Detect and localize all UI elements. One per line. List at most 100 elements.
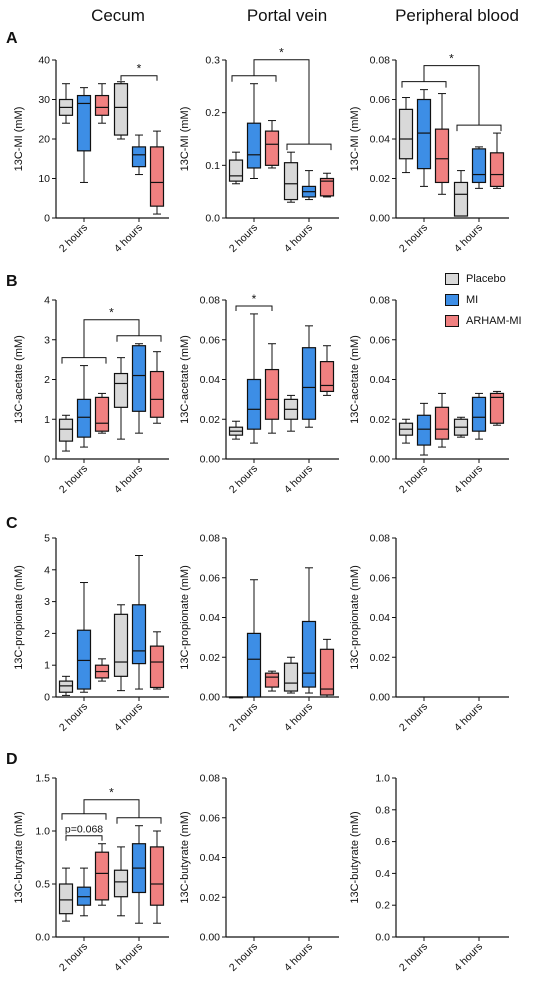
row-label-a: A (6, 30, 18, 47)
arham-mi-box-2h (94, 396, 110, 432)
y-tick-label: 2 (44, 374, 50, 386)
y-tick-label: 0.00 (200, 932, 221, 944)
x-tick-label: 4 hours (452, 701, 485, 734)
y-tick-label: 0.06 (370, 334, 391, 346)
y-tick-label: 0.02 (370, 652, 391, 664)
mi-box-2h (416, 414, 432, 446)
y-axis-label: 13C-butyrate (mM) (13, 811, 25, 903)
y-axis-label: 13C-MI (mM) (179, 107, 191, 172)
mi-box-2h (246, 122, 262, 169)
x-tick-label: 2 hours (57, 941, 90, 974)
arham-mi-box-4h (319, 177, 335, 197)
placebo-box-2h (58, 418, 74, 442)
panel-d-2: 0.0 0.2 0.4 0.6 0.8 1.0 13C-butyrate (mM) 2 hou… (349, 773, 509, 974)
y-tick-label: 0.00 (200, 454, 221, 466)
y-tick-label: 0.00 (200, 692, 221, 704)
y-tick-label: 0.06 (200, 334, 221, 346)
y-tick-label: 30 (38, 94, 50, 106)
arham-mi-box-2h (264, 130, 280, 166)
placebo-box-2h (58, 680, 74, 693)
legend-label-placebo: Placebo (466, 272, 506, 285)
group-bracket-2h (61, 357, 107, 364)
arham-mi-box-4h (489, 152, 505, 187)
y-tick-label: 0.04 (370, 612, 391, 624)
y-axis-label: 13C-propionate (mM) (179, 565, 191, 670)
y-tick-label: 0.02 (200, 892, 221, 904)
y-tick-label: 0.04 (370, 134, 391, 146)
y-tick-label: 1 (44, 414, 50, 426)
x-tick-label: 4 hours (452, 463, 485, 496)
y-tick-label: 0.0 (205, 213, 220, 225)
placebo-box-4h (113, 372, 129, 408)
x-tick-label: 4 hours (112, 701, 145, 734)
placebo-box-4h (113, 869, 129, 898)
y-tick-label: 0.8 (375, 804, 390, 816)
significance-star: * (109, 786, 114, 800)
x-tick-label: 4 hours (112, 941, 145, 974)
significance-bracket-pair (120, 75, 158, 81)
legend-swatch-mi (445, 293, 459, 306)
y-tick-label: 1.0 (375, 773, 390, 785)
y-tick-label: 1 (44, 660, 50, 672)
column-title-peripheral-blood: Peripheral blood (395, 6, 519, 25)
y-tick-label: 0.0 (375, 932, 390, 944)
x-tick-label: 4 hours (282, 222, 315, 255)
significance-bracket-pair (65, 835, 103, 841)
y-tick-label: 0.1 (205, 160, 220, 172)
y-tick-label: 0.00 (370, 454, 391, 466)
row-label-d: D (6, 751, 18, 768)
arham-mi-box-4h (149, 146, 165, 207)
group-bracket-4h (116, 817, 162, 824)
y-tick-label: 0.04 (200, 612, 221, 624)
y-tick-label: 0 (44, 454, 50, 466)
y-axis-label: 13C-butyrate (mM) (349, 811, 361, 903)
y-tick-label: 0.08 (370, 55, 391, 67)
placebo-box-4h (113, 613, 129, 677)
y-tick-label: 0.08 (200, 295, 221, 307)
y-tick-label: 0.5 (35, 879, 50, 891)
group-bracket-4h (286, 143, 332, 151)
significance-label: * (252, 292, 257, 306)
y-tick-label: 10 (38, 173, 50, 185)
mi-box-4h (131, 146, 147, 168)
mi-box-4h (301, 620, 317, 688)
legend: Placebo MI ARHAM-MI (445, 268, 522, 331)
x-tick-label: 4 hours (452, 222, 485, 255)
mi-box-4h (471, 396, 487, 432)
y-tick-label: 0.4 (375, 868, 390, 880)
significance-bracket (83, 799, 140, 818)
y-axis-label: 13C-acetate (mM) (179, 335, 191, 424)
y-tick-label: 0.04 (370, 374, 391, 386)
y-axis-label: 13C-acetate (mM) (13, 335, 25, 424)
legend-item-placebo: Placebo (445, 268, 522, 289)
mi-box-4h (301, 347, 317, 420)
group-bracket-2h (61, 813, 107, 820)
y-tick-label: 0.0 (35, 932, 50, 944)
y-tick-label: 0.08 (370, 533, 391, 545)
x-tick-label: 2 hours (227, 222, 260, 255)
significance-label: p=0.068 (65, 824, 103, 836)
arham-mi-box-4h (149, 645, 165, 689)
y-tick-label: 0 (44, 213, 50, 225)
y-axis-label: 13C-propionate (mM) (349, 565, 361, 670)
y-tick-label: 0.08 (200, 533, 221, 545)
y-tick-label: 0.04 (200, 374, 221, 386)
row-label-b: B (6, 273, 18, 290)
y-tick-label: 3 (44, 334, 50, 346)
legend-swatch-arham-mi (445, 314, 459, 327)
x-tick-label: 4 hours (452, 941, 485, 974)
mi-box-2h (76, 94, 92, 152)
y-axis-label: 13C-MI (mM) (349, 107, 361, 172)
y-tick-label: 20 (38, 134, 50, 146)
placebo-box-4h (283, 162, 299, 201)
significance-label: * (137, 62, 142, 76)
panel-b-1: 0.00 0.02 0.04 0.06 0.08 13C-acetate (mM) 2 ho… (179, 292, 339, 496)
y-tick-label: 0.00 (370, 692, 391, 704)
y-tick-label: 1.5 (35, 773, 50, 785)
significance-bracket (253, 59, 310, 145)
placebo-box-4h (453, 181, 469, 217)
panel-c-0: 0 1 2 3 4 5 13C-propionate (mM) 2 hours 4 hours (13, 533, 169, 734)
panel-c-2: 0.00 0.02 0.04 0.06 0.08 13C-propionate (mM) 2… (349, 533, 509, 734)
x-tick-label: 2 hours (397, 941, 430, 974)
